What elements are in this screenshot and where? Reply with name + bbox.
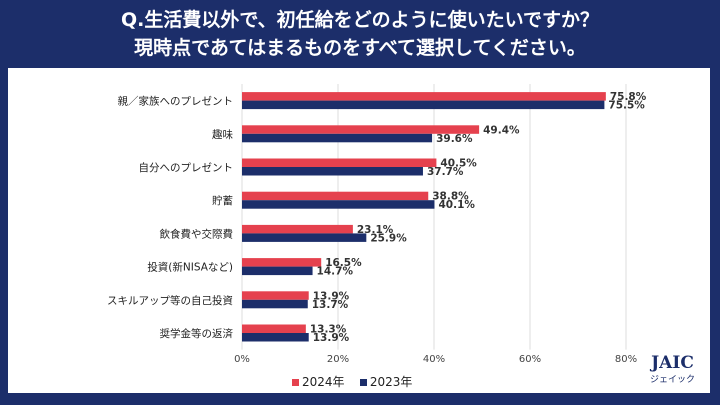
legend: 2024年 2023年: [292, 373, 412, 390]
x-tick-label: 0%: [234, 354, 250, 365]
legend-swatch-2023: [359, 379, 367, 386]
logo-subtext: ジェイック: [650, 375, 696, 385]
chart-title: Q.生活費以外で、初任給をどのように使いたいですか？ 現時点であてはまるものをす…: [0, 6, 720, 62]
data-label: 38.8%: [432, 191, 469, 203]
bar-2024年: [242, 324, 306, 333]
category-label: スキルアップ等の自己投資: [107, 294, 233, 307]
legend-swatch-2024: [292, 379, 299, 386]
bar-2023年: [242, 233, 367, 242]
category-label: 貯蓄: [212, 195, 233, 207]
x-tick-label: 60%: [519, 354, 541, 365]
data-label: 13.9%: [313, 332, 350, 344]
x-tick-label: 80%: [615, 354, 637, 365]
data-label: 14.7%: [317, 266, 354, 278]
data-label: 25.9%: [370, 232, 407, 244]
bar-2023年: [242, 167, 423, 176]
data-label: 75.8%: [610, 91, 647, 103]
data-label: 75.5%: [608, 100, 645, 112]
legend-label-2024: 2024年: [302, 375, 345, 389]
data-label: 13.3%: [310, 324, 347, 336]
category-label: 投資(新NISAなど): [147, 261, 233, 274]
bar-2023年: [242, 133, 433, 143]
category-label: 趣味: [212, 128, 233, 141]
bar-2024年: [242, 224, 353, 234]
bar-2023年: [242, 299, 308, 309]
data-label: 40.5%: [440, 158, 477, 170]
category-label: 親／家族へのプレゼント: [118, 95, 234, 108]
bar-2023年: [242, 100, 605, 110]
bar-2023年: [242, 333, 309, 342]
title-line-1: Q.生活費以外で、初任給をどのように使いたいですか？: [120, 9, 600, 31]
x-tick-label: 20%: [327, 354, 349, 365]
x-tick-label: 40%: [423, 354, 445, 365]
chart-panel: [8, 68, 710, 393]
bar-2024年: [242, 258, 322, 267]
data-label: 13.7%: [312, 299, 349, 311]
category-label: 奨学金等の返済: [160, 327, 234, 340]
bar-2024年: [242, 92, 606, 101]
logo-text: JAIC: [651, 353, 694, 373]
title-line-2: 現時点であてはまるものをすべて選択してください。: [134, 37, 586, 59]
legend-label-2023: 2023年: [369, 375, 413, 389]
bar-2023年: [242, 266, 313, 276]
data-label: 37.7%: [427, 166, 464, 178]
bar-2023年: [242, 200, 435, 209]
bar-2024年: [242, 191, 429, 201]
data-label: 39.6%: [436, 133, 473, 145]
data-label: 40.1%: [438, 199, 475, 211]
data-label: 23.1%: [357, 224, 394, 236]
bar-2024年: [242, 158, 437, 167]
category-label: 飲食費や交際費: [160, 227, 234, 240]
jaic-logo: JAIC ジェイック: [650, 354, 695, 385]
bar-2024年: [242, 291, 309, 300]
data-label: 16.5%: [325, 257, 362, 269]
data-label: 13.9%: [313, 290, 350, 302]
category-label: 自分へのプレゼント: [139, 161, 234, 174]
bar-2024年: [242, 125, 480, 134]
data-label: 49.4%: [483, 124, 520, 136]
